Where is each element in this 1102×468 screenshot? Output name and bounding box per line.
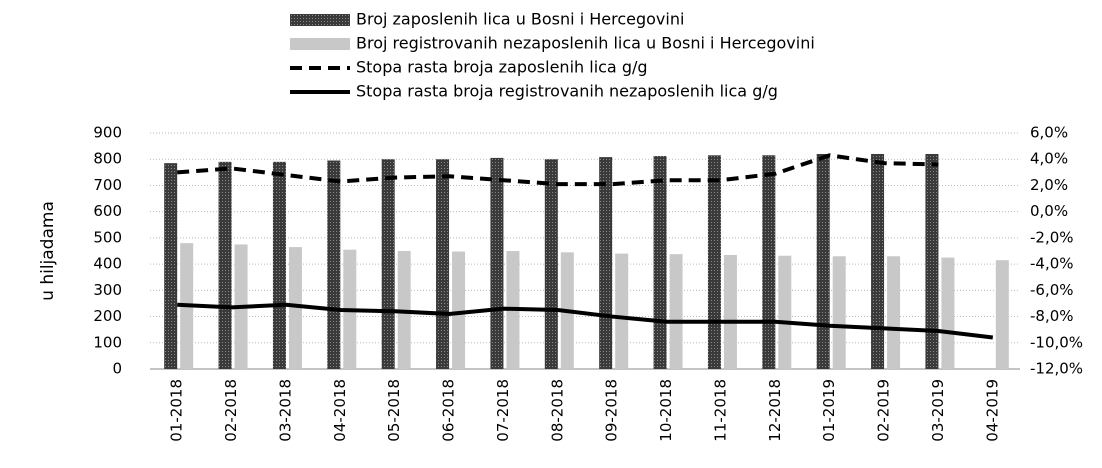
y2-tick-label: 4,0% xyxy=(1030,150,1068,168)
legend-label: Stopa rasta broja registrovanih nezaposl… xyxy=(356,82,778,101)
y-tick-label: 700 xyxy=(93,176,122,194)
legend-label: Broj zaposlenih lica u Bosni i Hercegovi… xyxy=(356,10,684,29)
x-tick-label: 08-2018 xyxy=(548,379,566,442)
x-tick-label: 01-2019 xyxy=(820,379,838,442)
bar xyxy=(272,161,286,369)
bar xyxy=(832,256,846,369)
x-tick-label: 05-2018 xyxy=(385,379,403,442)
bar xyxy=(925,153,939,369)
x-tick-label: 03-2018 xyxy=(276,379,294,442)
legend-swatch xyxy=(290,38,350,50)
bar xyxy=(762,155,776,369)
y-axis-label: u hiljadama xyxy=(38,201,58,301)
bar xyxy=(871,153,885,369)
bar xyxy=(995,260,1009,369)
bar xyxy=(669,254,683,369)
bar xyxy=(778,255,792,369)
bar xyxy=(599,157,613,369)
bar xyxy=(164,163,178,369)
y2-tick-label: -6,0% xyxy=(1030,281,1074,299)
y2-tick-label: -10,0% xyxy=(1030,333,1083,351)
line-series xyxy=(177,302,994,340)
bar xyxy=(490,157,504,369)
y2-tick-label: -8,0% xyxy=(1030,307,1074,325)
x-tick-label: 09-2018 xyxy=(603,379,621,442)
y-tick-label: 900 xyxy=(93,124,122,142)
line-series xyxy=(177,153,939,187)
bar xyxy=(218,161,232,369)
bar xyxy=(452,251,466,369)
bar xyxy=(941,257,955,369)
y2-tick-label: -12,0% xyxy=(1030,360,1083,378)
bar xyxy=(816,153,830,369)
y-tick-label: 800 xyxy=(93,150,122,168)
x-tick-label: 01-2018 xyxy=(168,379,186,442)
x-tick-label: 11-2018 xyxy=(711,379,729,442)
legend-label: Broj registrovanih nezaposlenih lica u B… xyxy=(356,34,815,53)
x-tick-label: 02-2018 xyxy=(222,379,240,442)
x-tick-label: 04-2019 xyxy=(983,379,1001,442)
bar xyxy=(327,160,341,369)
y2-tick-label: 0,0% xyxy=(1030,202,1068,220)
x-tick-label: 07-2018 xyxy=(494,379,512,442)
y-tick-label: 100 xyxy=(93,333,122,351)
legend-swatch xyxy=(290,14,350,26)
y2-tick-label: -2,0% xyxy=(1030,228,1074,246)
y-tick-label: 600 xyxy=(93,202,122,220)
y2-tick-label: 2,0% xyxy=(1030,176,1068,194)
y-tick-label: 200 xyxy=(93,307,122,325)
y-tick-label: 0 xyxy=(112,360,122,378)
y-tick-label: 500 xyxy=(93,228,122,246)
bar xyxy=(288,247,302,369)
bar xyxy=(707,155,721,369)
bar xyxy=(615,253,629,369)
bar xyxy=(653,156,667,369)
x-tick-label: 04-2018 xyxy=(331,379,349,442)
bar xyxy=(723,254,737,369)
y-tick-label: 400 xyxy=(93,255,122,273)
y-tick-label: 300 xyxy=(93,281,122,299)
legend-label: Stopa rasta broja zaposlenih lica g/g xyxy=(356,58,648,77)
x-tick-label: 10-2018 xyxy=(657,379,675,442)
bar xyxy=(381,159,395,369)
x-tick-label: 12-2018 xyxy=(766,379,784,442)
x-tick-label: 03-2019 xyxy=(929,379,947,442)
y2-tick-label: -4,0% xyxy=(1030,255,1074,273)
bar xyxy=(436,159,450,369)
x-tick-label: 02-2019 xyxy=(875,379,893,442)
y2-tick-label: 6,0% xyxy=(1030,124,1068,142)
bar xyxy=(544,159,558,369)
bar xyxy=(887,256,901,369)
x-tick-label: 06-2018 xyxy=(440,379,458,442)
